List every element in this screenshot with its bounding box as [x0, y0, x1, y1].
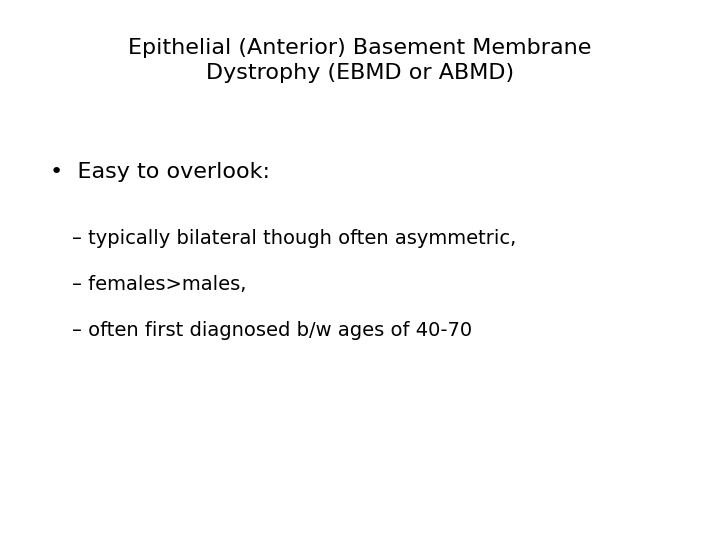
- Text: – often first diagnosed b/w ages of 40-70: – often first diagnosed b/w ages of 40-7…: [72, 321, 472, 340]
- Text: – typically bilateral though often asymmetric,: – typically bilateral though often asymm…: [72, 230, 516, 248]
- Text: Epithelial (Anterior) Basement Membrane
Dystrophy (EBMD or ABMD): Epithelial (Anterior) Basement Membrane …: [128, 38, 592, 83]
- Text: •  Easy to overlook:: • Easy to overlook:: [50, 162, 271, 182]
- Text: – females>males,: – females>males,: [72, 275, 246, 294]
